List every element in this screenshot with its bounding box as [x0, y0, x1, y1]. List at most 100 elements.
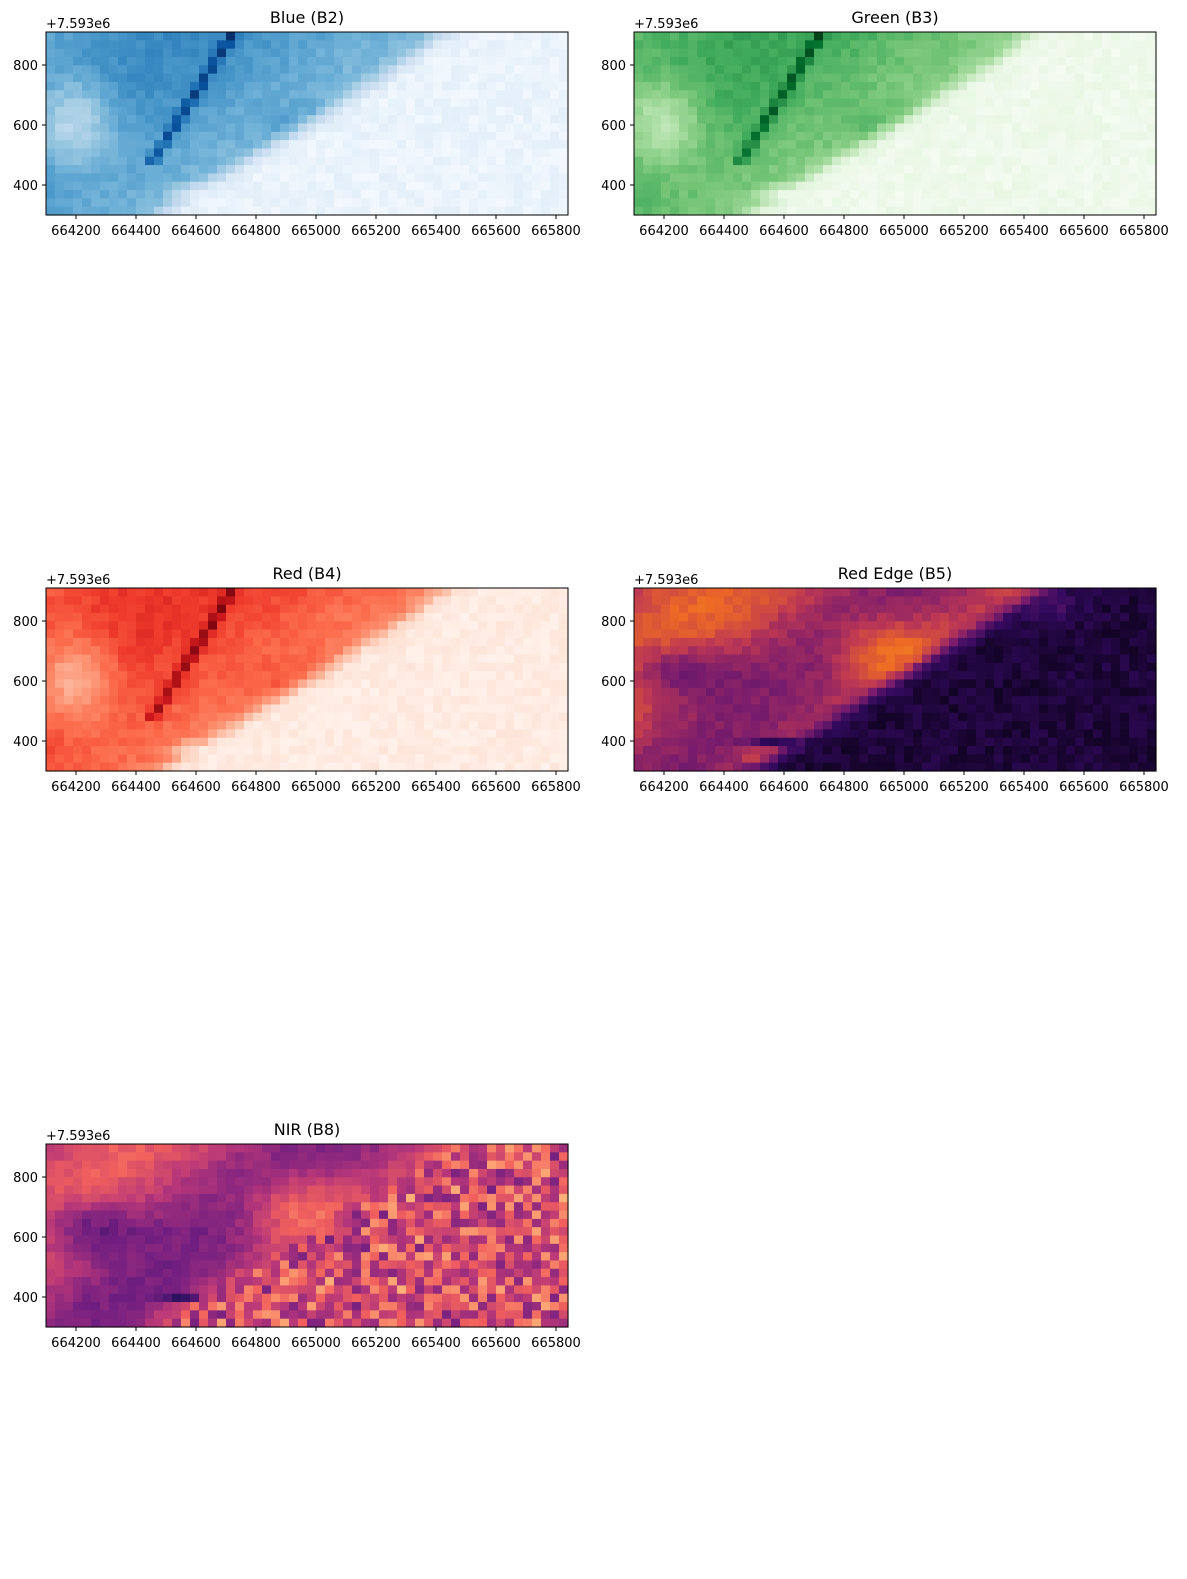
raster-cell [190, 621, 200, 631]
raster-cell [886, 612, 896, 622]
raster-cell [541, 696, 551, 706]
raster-cell [895, 596, 905, 606]
raster-cell [550, 123, 560, 133]
raster-cell [100, 696, 110, 706]
raster-cell [1138, 115, 1148, 125]
raster-cell [253, 65, 263, 75]
raster-cell [913, 737, 923, 747]
raster-cell [931, 679, 941, 689]
raster-cell [109, 704, 119, 714]
raster-cell [541, 604, 551, 614]
raster-cell [958, 612, 968, 622]
raster-cell [985, 115, 995, 125]
raster-cell [433, 646, 443, 656]
raster-cell [886, 721, 896, 731]
raster-cell [1057, 662, 1067, 672]
raster-cell [1021, 729, 1031, 739]
raster-cell [442, 721, 452, 731]
raster-cell [886, 140, 896, 150]
raster-cell [469, 123, 479, 133]
raster-cell [904, 98, 914, 108]
raster-cell [532, 637, 542, 647]
raster-cell [415, 106, 425, 116]
raster-cell [442, 704, 452, 714]
raster-cell [244, 123, 254, 133]
raster-cell [904, 737, 914, 747]
raster-cell [46, 637, 56, 647]
raster-cell [541, 721, 551, 731]
raster-cell [298, 90, 308, 100]
raster-cell [388, 588, 398, 597]
raster-cell [55, 123, 65, 133]
raster-cell [913, 206, 923, 216]
raster-cell [109, 612, 119, 622]
raster-cell [271, 754, 281, 764]
raster-cell [307, 737, 317, 747]
raster-cell [352, 704, 362, 714]
raster-cell [91, 181, 101, 191]
raster-cell [361, 48, 371, 58]
raster-cell [235, 90, 245, 100]
raster-cell [688, 190, 698, 199]
raster-cell [976, 190, 986, 199]
raster-cell [1111, 646, 1121, 656]
raster-cell [127, 206, 137, 216]
raster-cell [208, 156, 218, 166]
raster-cell [1039, 140, 1049, 150]
raster-cell [877, 637, 887, 647]
raster-cell [778, 181, 788, 191]
raster-cell [181, 65, 191, 75]
raster-cell [1003, 90, 1013, 100]
raster-cell [46, 679, 56, 689]
raster-cell [1138, 729, 1148, 739]
raster-cell [1030, 115, 1040, 125]
raster-cell [751, 165, 761, 175]
raster-cell [496, 98, 506, 108]
raster-cell [1120, 190, 1130, 199]
raster-cell [298, 746, 308, 755]
raster-cell [985, 123, 995, 133]
raster-cell [688, 165, 698, 175]
raster-cell [976, 56, 986, 66]
raster-cell [652, 65, 662, 75]
raster-cell [352, 131, 362, 141]
raster-cell [1111, 621, 1121, 631]
raster-cell [994, 621, 1004, 631]
raster-cell [1066, 32, 1076, 41]
raster-cell [1111, 679, 1121, 689]
raster-cell [379, 32, 389, 41]
raster-cell [514, 48, 524, 58]
raster-cell [868, 173, 878, 183]
raster-cell [949, 98, 959, 108]
raster-cell [814, 123, 824, 133]
raster-cell [1030, 173, 1040, 183]
raster-cell [949, 156, 959, 166]
raster-cell [886, 48, 896, 58]
raster-cell [496, 596, 506, 606]
raster-cell [643, 687, 653, 697]
raster-cell [1030, 729, 1040, 739]
raster-cell [451, 115, 461, 125]
raster-cell [751, 629, 761, 639]
raster-cell [244, 48, 254, 58]
raster-cell [316, 73, 326, 83]
raster-cell [379, 729, 389, 739]
raster-cell [1012, 646, 1022, 656]
raster-cell [643, 646, 653, 656]
raster-cell [670, 123, 680, 133]
raster-cell [433, 106, 443, 116]
raster-cell [172, 696, 182, 706]
raster-cell [181, 762, 191, 772]
raster-cell [46, 654, 56, 664]
raster-cell [361, 712, 371, 722]
raster-cell [814, 604, 824, 614]
raster-cell [814, 56, 824, 66]
raster-cell [298, 198, 308, 208]
raster-cell [514, 73, 524, 83]
raster-cell [742, 181, 752, 191]
raster-cell [1084, 646, 1094, 656]
raster-cell [1129, 106, 1139, 116]
raster-cell [1138, 604, 1148, 614]
raster-cell [334, 32, 344, 41]
raster-cell [1120, 32, 1130, 41]
